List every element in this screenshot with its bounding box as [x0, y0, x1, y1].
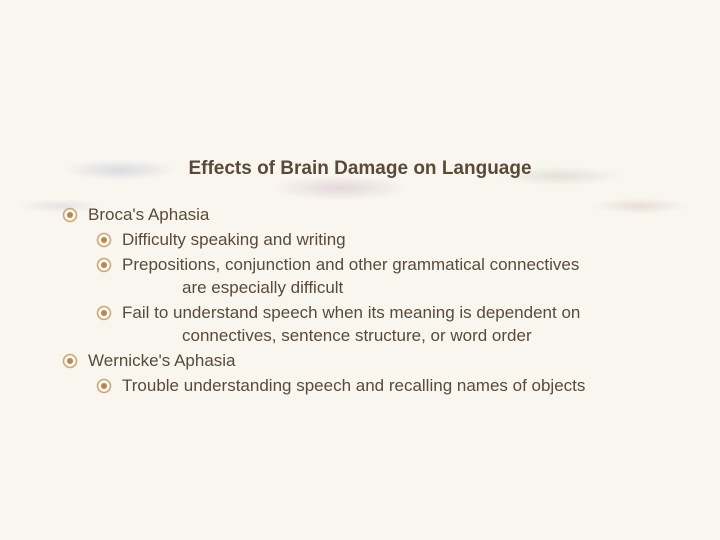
list-item-label: Prepositions, conjunction and other gram… — [122, 255, 579, 274]
list-item: Prepositions, conjunction and other gram… — [96, 254, 692, 300]
list-item-label: Wernicke's Aphasia — [88, 351, 236, 370]
list-item: Fail to understand speech when its meani… — [96, 302, 692, 348]
slide: Effects of Brain Damage on Language Broc… — [0, 158, 720, 398]
bullet-icon — [96, 232, 112, 248]
bullet-list-level2: Trouble understanding speech and recalli… — [88, 375, 692, 398]
list-item-label: Trouble understanding speech and recalli… — [122, 376, 585, 395]
list-item: Difficulty speaking and writing — [96, 229, 692, 252]
bullet-icon — [96, 305, 112, 321]
bullet-icon — [62, 207, 78, 223]
list-item: Broca's Aphasia Difficulty speaking and … — [62, 204, 692, 348]
bullet-icon — [62, 353, 78, 369]
list-item-continuation: connectives, sentence structure, or word… — [122, 325, 692, 348]
bullet-list-level2: Difficulty speaking and writing Preposit… — [88, 229, 692, 348]
bullet-icon — [96, 378, 112, 394]
bullet-list-level1: Broca's Aphasia Difficulty speaking and … — [62, 204, 692, 398]
list-item-label: Fail to understand speech when its meani… — [122, 303, 580, 322]
list-item: Trouble understanding speech and recalli… — [96, 375, 692, 398]
list-item-label: Broca's Aphasia — [88, 205, 209, 224]
slide-content: Broca's Aphasia Difficulty speaking and … — [0, 204, 720, 398]
list-item-label: Difficulty speaking and writing — [122, 230, 346, 249]
bullet-icon — [96, 257, 112, 273]
list-item-continuation: are especially difficult — [122, 277, 692, 300]
list-item: Wernicke's Aphasia Trouble understanding… — [62, 350, 692, 398]
slide-title: Effects of Brain Damage on Language — [0, 158, 720, 180]
